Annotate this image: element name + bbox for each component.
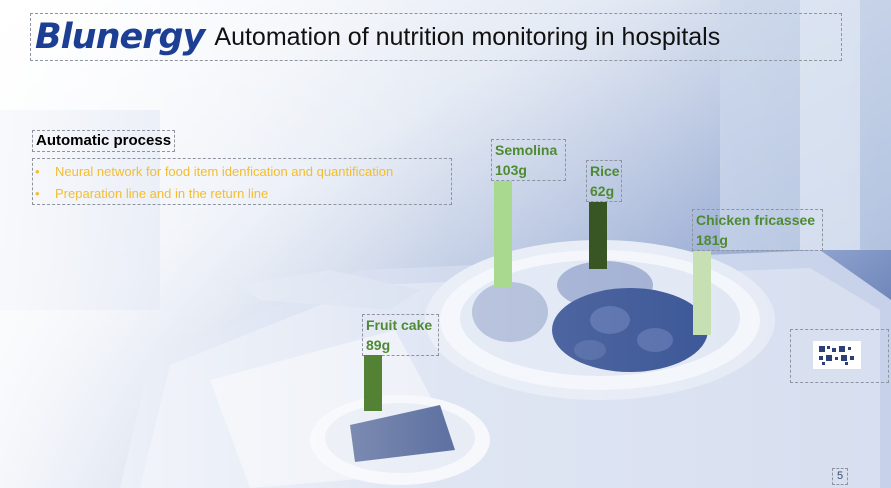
bullet-item: • Neural network for food item idenficati… <box>35 161 449 183</box>
food-label-semolina: Semolina 103g <box>491 139 566 181</box>
weight-bar-chicken-fricassee <box>693 251 711 335</box>
food-label-chicken-fricassee: Chicken fricassee 181g <box>692 209 823 251</box>
process-heading: Automatic process <box>32 130 176 152</box>
page-number: 5 <box>832 468 848 485</box>
qr-code-icon <box>813 341 861 369</box>
bullet-dot-icon: • <box>35 164 40 179</box>
weight-bar-semolina <box>494 181 512 287</box>
food-label-rice: Rice 62g <box>586 160 622 202</box>
slide-title: Automation of nutrition monitoring in ho… <box>214 22 721 51</box>
bullet-item: • Preparation line and in the return line <box>35 183 449 205</box>
process-bullet-list: • Neural network for food item idenficati… <box>32 158 452 205</box>
weight-bar-rice <box>589 202 607 269</box>
weight-bar-fruit-cake <box>364 355 382 411</box>
qr-code-frame <box>790 329 889 383</box>
food-label-fruit-cake: Fruit cake 89g <box>362 314 439 356</box>
slide-header: Blunergy Automation of nutrition monitor… <box>30 13 842 61</box>
blunergy-logo: Blunergy <box>35 16 205 57</box>
bullet-dot-icon: • <box>35 186 40 201</box>
